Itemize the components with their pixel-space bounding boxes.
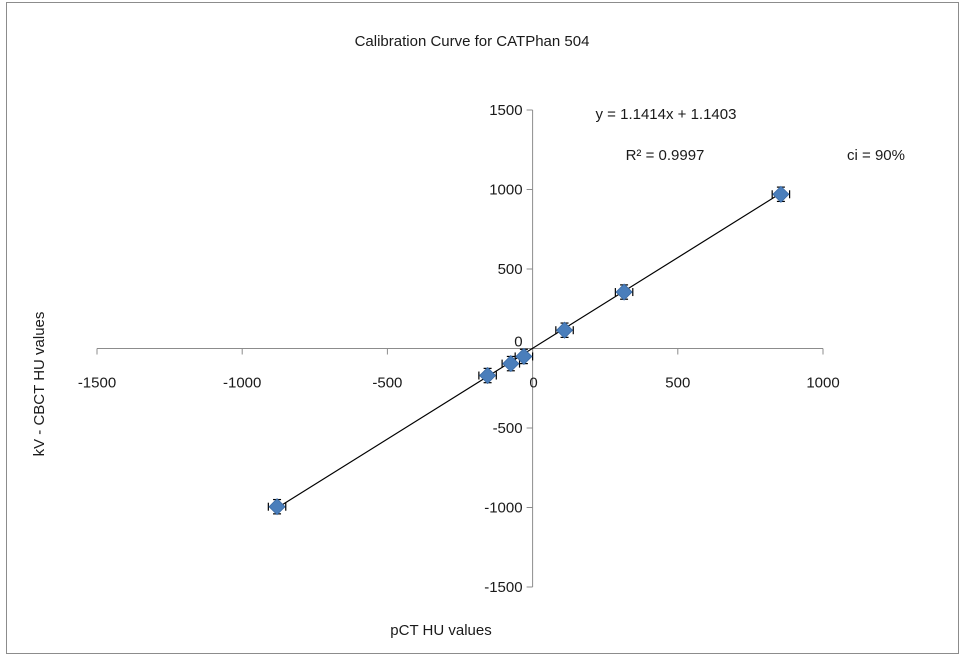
axes [97, 110, 823, 587]
data-point [268, 498, 286, 516]
trendline-equation: y = 1.1414x + 1.1403 [596, 106, 737, 123]
data-point [479, 366, 497, 385]
y-tick-label: -500 [493, 420, 523, 437]
trendline [276, 192, 782, 509]
chart-area [6, 2, 959, 654]
x-tick-label: 1000 [806, 375, 839, 392]
x-ticks: -1500 -1000 -500 0 500 1000 [78, 348, 840, 392]
x-tick-label: -500 [372, 375, 402, 392]
chart-title: Calibration Curve for CATPhan 504 [355, 33, 590, 50]
y-tick-label: 0 [514, 334, 522, 351]
x-tick-label: 500 [665, 375, 690, 392]
data-point [515, 347, 533, 366]
y-tick-label: 1000 [489, 182, 522, 199]
data-point [555, 321, 574, 339]
x-axis-label: pCT HU values [390, 622, 491, 639]
y-tick-label: 1500 [489, 102, 522, 119]
y-tick-label: -1000 [484, 500, 522, 517]
y-ticks: -1500 -1000 -500 0 500 1000 1500 [484, 102, 533, 596]
y-tick-label: 500 [498, 261, 523, 278]
y-axis-label: kV - CBCT HU values [31, 312, 48, 457]
x-tick-label: -1500 [78, 375, 116, 392]
data-point [772, 185, 790, 203]
data-point [502, 355, 520, 373]
data-points [268, 185, 790, 516]
x-tick-label: -1000 [223, 375, 261, 392]
trendline-group [276, 192, 782, 509]
x-tick-label: 0 [529, 375, 537, 392]
data-point [615, 283, 633, 301]
y-tick-label: -1500 [484, 579, 522, 596]
ci-label: ci = 90% [847, 147, 905, 164]
r-squared-label: R² = 0.9997 [626, 147, 705, 164]
